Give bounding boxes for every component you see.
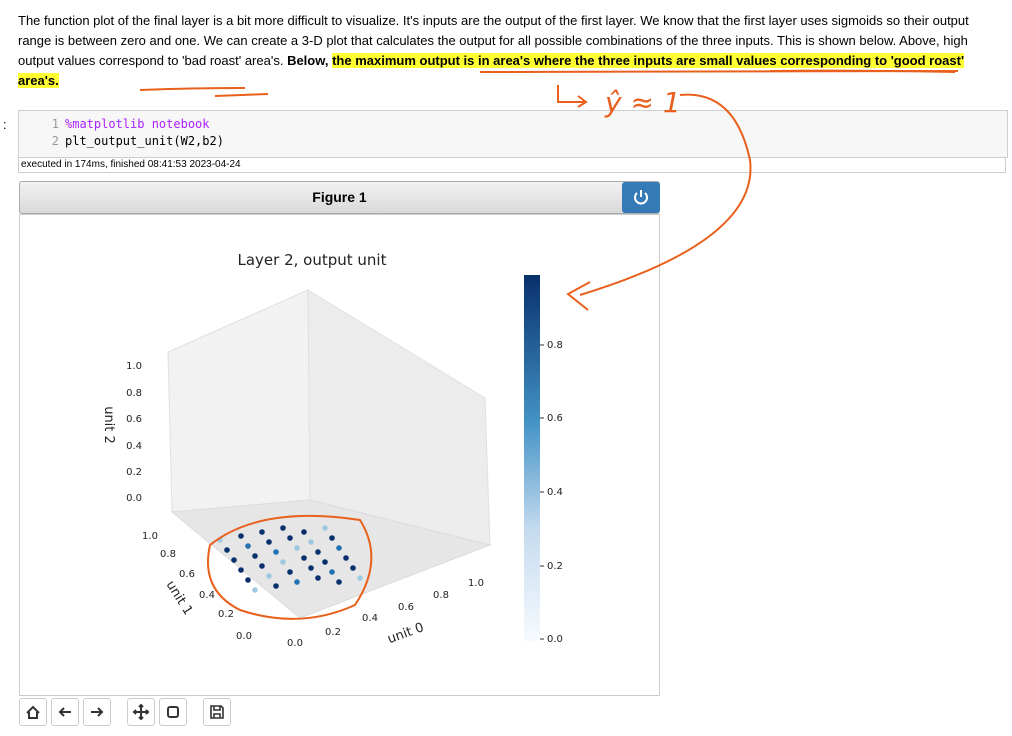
pan-button[interactable] [127,698,155,726]
line-number: 2 [51,134,59,148]
figure-header: Figure 1 [19,181,660,214]
close-button[interactable] [622,182,660,213]
code-line: 1 %matplotlib notebook [19,116,1007,133]
text-segment: Below, [287,53,333,68]
power-icon [634,190,648,205]
zoom-button[interactable] [159,698,187,726]
text-segment: The function plot of the final layer is … [18,13,969,68]
line-number: 1 [51,117,59,131]
code-lines: 1 %matplotlib notebook 2 plt_output_unit(W2… [19,111,1007,150]
code-cell[interactable]: 1 %matplotlib notebook 2 plt_output_unit(W2… [18,110,1008,158]
markdown-text: The function plot of the final layer is … [18,11,1003,91]
figure-canvas[interactable] [19,214,660,696]
forward-button[interactable] [83,698,111,726]
code: %matplotlib notebook [65,117,210,131]
code: plt_output_unit(W2,b2) [65,134,224,148]
toolbar [19,698,231,726]
back-button[interactable] [51,698,79,726]
home-button[interactable] [19,698,47,726]
cell-prompt: : [3,117,7,132]
code-line: 2 plt_output_unit(W2,b2) [19,133,1007,150]
cell-status: executed in 174ms, finished 08:41:53 202… [18,157,1006,173]
save-button[interactable] [203,698,231,726]
figure-title: Figure 1 [312,189,367,205]
